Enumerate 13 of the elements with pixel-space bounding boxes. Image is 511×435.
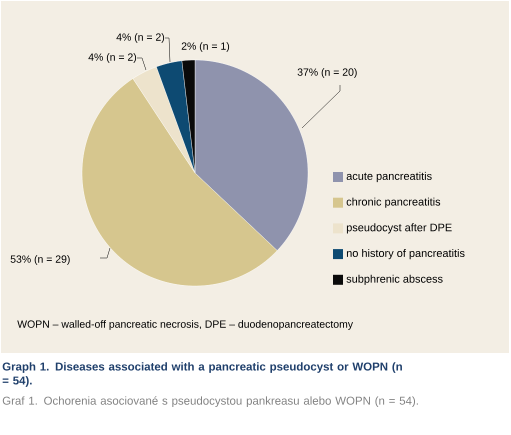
text: WOPN – walled-off pancreatic necrosis, DPE – duodenopancreatectomy [17,320,354,330]
data-label: 4% (n = 2) [88,53,136,63]
text: Graph 1. Diseases associated with a pancreatic pseudocyst or WOPN (n = 54). [2,362,402,387]
legend-label: pseudocyst after DPE [346,223,452,234]
legend-label: acute pancreatitis [346,172,432,182]
data-label: 2% (n = 1) [182,42,230,52]
text: Graf 1. Ochorenia asociované s pseudocystou pankreasu alebo WOPN (n = 54). [2,396,418,407]
data-label: 37% (n = 20) [298,68,357,78]
data-label: 4% (n = 2) [116,33,164,43]
legend-label: no history of pancreatitis [346,248,465,260]
legend-label: chronic pancreatitis [346,198,440,208]
data-label: 53% (n = 29) [10,255,70,265]
legend-label: subphrenic abscess [346,274,443,285]
